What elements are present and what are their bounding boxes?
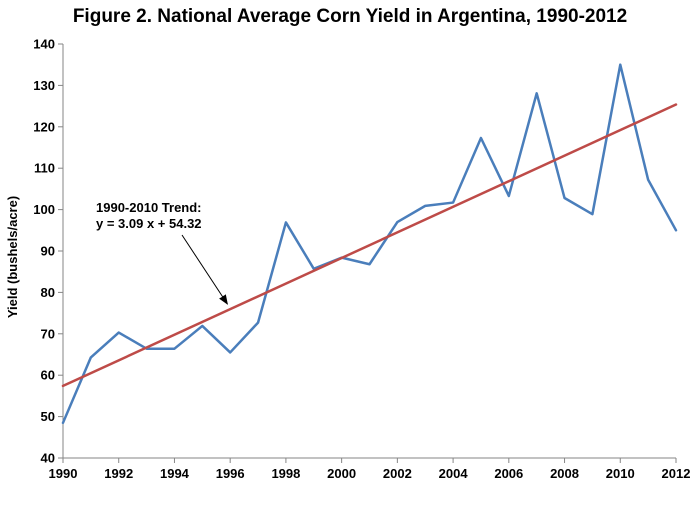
y-tick-label: 140: [33, 37, 55, 52]
y-tick-label: 40: [41, 451, 55, 466]
y-tick-label: 130: [33, 78, 55, 93]
x-tick-label: 2008: [550, 466, 579, 481]
chart-title: Figure 2. National Average Corn Yield in…: [72, 6, 628, 27]
x-tick-label: 1990: [49, 466, 78, 481]
x-tick-label: 1996: [216, 466, 245, 481]
y-tick-label: 90: [41, 244, 55, 259]
axes: [58, 43, 677, 463]
x-tick-label: 1992: [104, 466, 133, 481]
trend-annotation-line: y = 3.09 x + 54.32: [96, 216, 202, 231]
series-line-trend: [61, 103, 678, 388]
annotation-arrow: [181, 234, 228, 305]
x-tick-labels: 1990 1992 1994 1996 1998 2000 2002 2004 2006 2008…: [49, 466, 691, 481]
trend-annotation-line: 1990-2010 Trend:: [96, 200, 202, 215]
y-tick-label: 110: [34, 161, 55, 176]
x-tick-label: 2010: [606, 466, 635, 481]
y-axis-title: Yield (bushels/acre): [5, 196, 20, 318]
x-tick-label: 1998: [271, 466, 300, 481]
x-tick-label: 2006: [494, 466, 523, 481]
y-tick-labels: 40 50 60 70 80 90 100 110 120 130 140: [33, 37, 55, 466]
series-line-yield: [61, 63, 678, 425]
x-tick-label: 2012: [662, 466, 691, 481]
x-tick-label: 2002: [383, 466, 412, 481]
y-tick-label: 70: [41, 326, 55, 341]
x-tick-label: 2004: [439, 466, 469, 481]
y-tick-label: 80: [41, 285, 55, 300]
y-tick-label: 50: [41, 409, 55, 424]
y-tick-label: 100: [33, 202, 55, 217]
annotation-group: 1990-2010 Trend:y = 3.09 x + 54.32: [96, 200, 228, 305]
y-tick-label: 120: [33, 119, 55, 134]
x-tick-label: 2000: [327, 466, 356, 481]
x-tick-label: 1994: [160, 466, 190, 481]
y-tick-label: 60: [41, 368, 55, 383]
series-group: [61, 63, 678, 425]
